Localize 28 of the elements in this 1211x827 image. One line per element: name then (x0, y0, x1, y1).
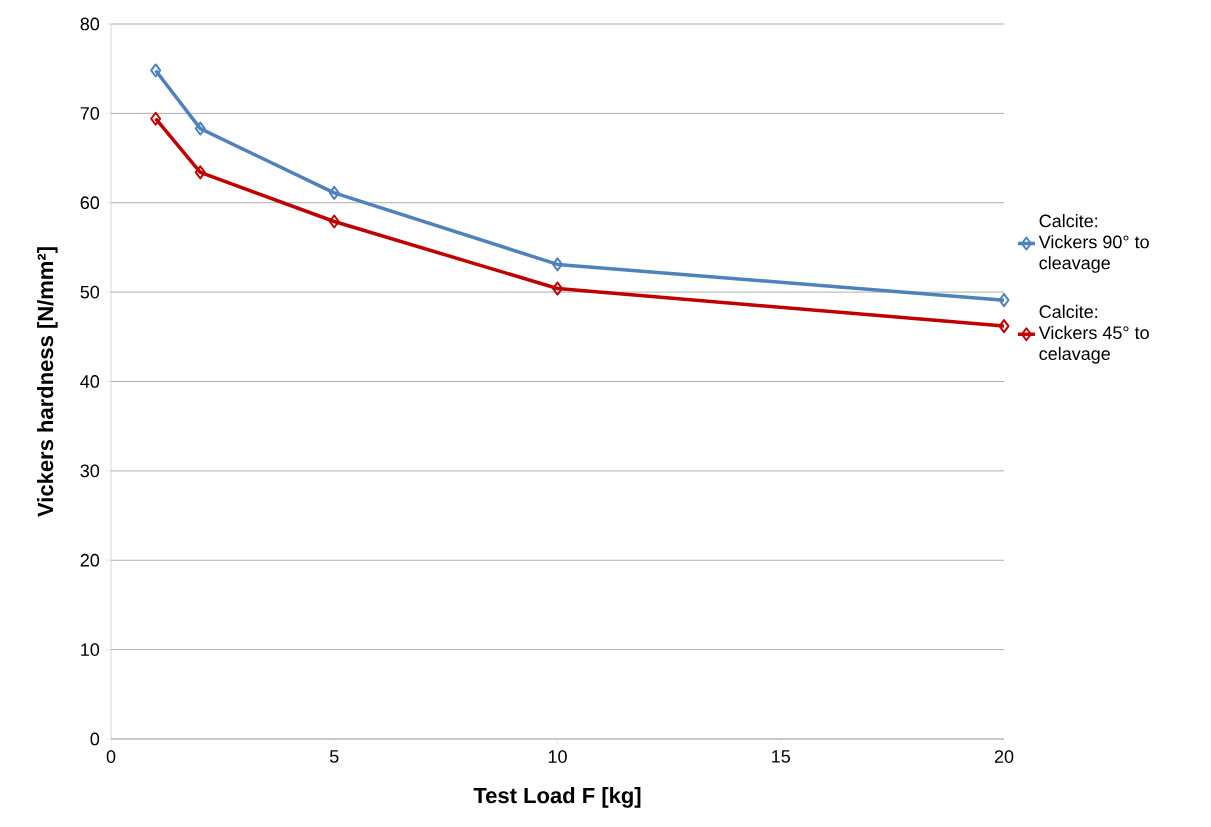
x-tick-label: 5 (329, 750, 339, 763)
y-tick-label: 30 (80, 464, 100, 478)
y-tick-label: 20 (80, 553, 100, 567)
y-tick-label: 80 (80, 17, 100, 31)
point (552, 257, 563, 272)
point (552, 281, 563, 296)
point (150, 63, 162, 78)
y-tick-label: 60 (80, 196, 100, 210)
x-tick-label: 20 (994, 750, 1014, 763)
y-tick-label: 40 (80, 375, 100, 388)
point (328, 214, 340, 229)
x-tick-label: 15 (772, 750, 790, 763)
point (998, 319, 1010, 334)
y-tick-label: 0 (90, 732, 100, 746)
point (998, 293, 1010, 308)
point (194, 165, 206, 180)
y-tick-label: 50 (80, 285, 100, 299)
point (194, 121, 206, 136)
x-tick-label: 0 (106, 750, 116, 763)
legend-label: Calcite: Vickers 45° to celavage (1038, 304, 1149, 364)
point (150, 111, 162, 126)
y-tick-label: 70 (80, 106, 100, 120)
x-axis-title: Test Load F [kg] (473, 787, 641, 808)
y-axis-title: Vickers hardness [N/mm²] (37, 247, 58, 517)
legend-label: Calcite: Vickers 90° to cleavage (1038, 214, 1149, 273)
x-tick-label: 10 (548, 750, 567, 763)
point (328, 185, 340, 200)
y-tick-label: 10 (81, 643, 100, 656)
